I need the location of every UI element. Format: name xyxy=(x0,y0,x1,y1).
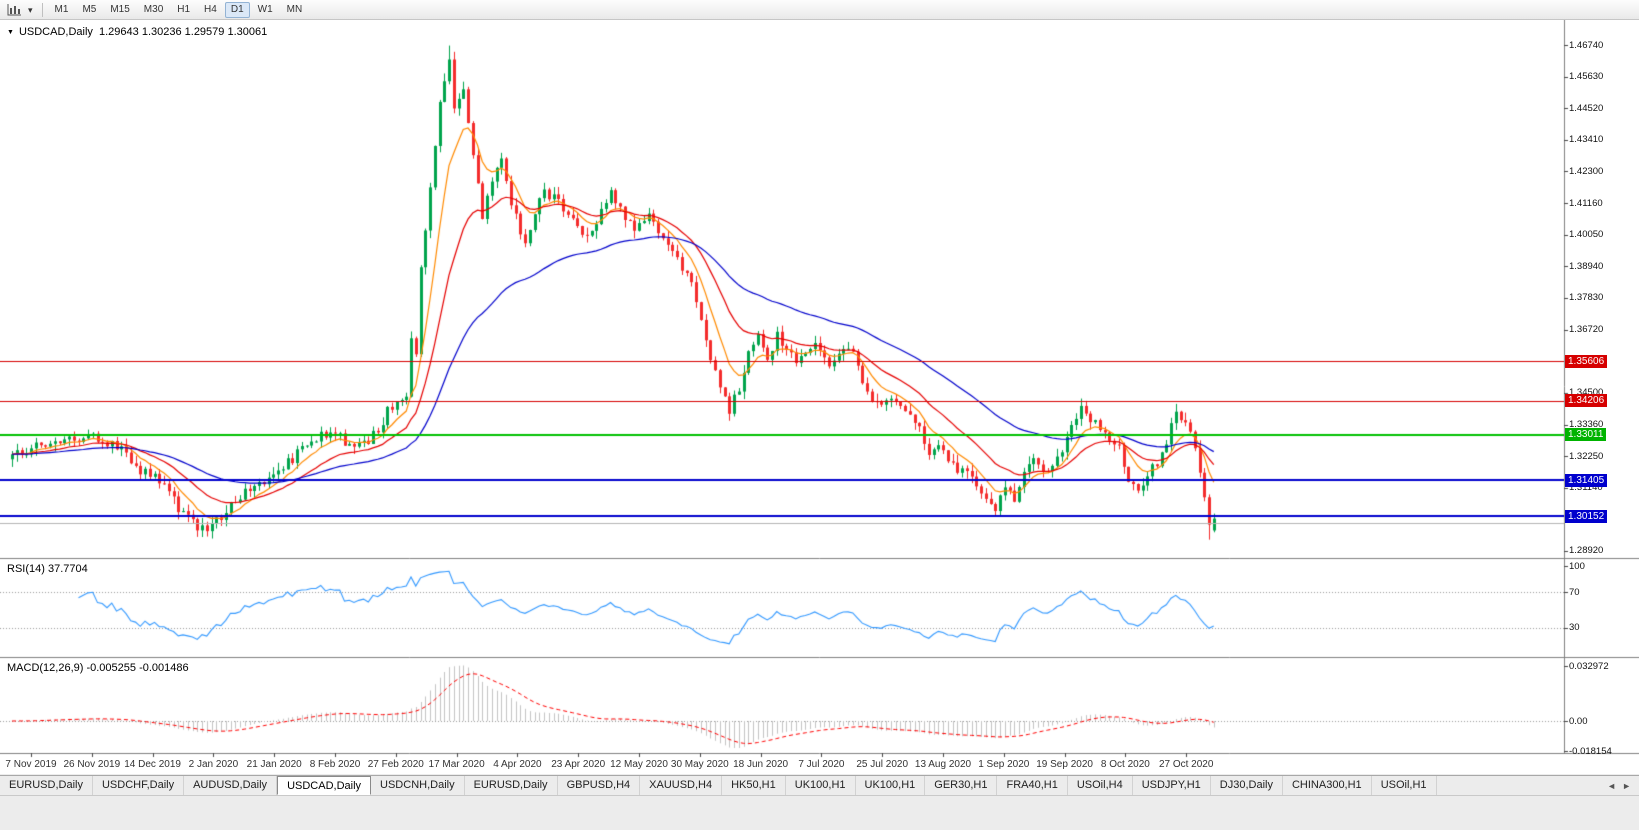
macd-label: MACD(12,26,9) -0.005255 -0.001486 xyxy=(7,662,189,674)
chart-region: ▼ USDCAD,Daily 1.29643 1.30236 1.29579 1… xyxy=(0,20,1639,774)
rsi-label: RSI(14) 37.7704 xyxy=(7,563,88,575)
price-tick-label: 1.46740 xyxy=(1569,39,1604,51)
date-tick-label: 12 May 2020 xyxy=(610,759,668,770)
date-tick-label: 14 Dec 2019 xyxy=(124,759,181,770)
date-tick-label: 21 Jan 2020 xyxy=(246,759,302,770)
date-tick-label: 4 Apr 2020 xyxy=(493,759,542,770)
chart-tab-eurusd-daily[interactable]: EURUSD,Daily xyxy=(464,776,558,795)
symbol-caret-icon: ▼ xyxy=(7,28,14,36)
timeframe-buttons-group: M1 M5 M15 M30 H1 H4 D1 W1 MN xyxy=(49,1,309,18)
date-tick-label: 8 Oct 2020 xyxy=(1100,759,1150,770)
price-tick-label: 1.31140 xyxy=(1569,482,1603,494)
chart-tab-audusd-daily[interactable]: AUDUSD,Daily xyxy=(184,776,278,795)
chart-tab-usdchf-daily[interactable]: USDCHF,Daily xyxy=(92,776,185,795)
price-tick-label: 1.33360 xyxy=(1569,419,1604,431)
chart-title: ▼ USDCAD,Daily 1.29643 1.30236 1.29579 1… xyxy=(7,26,267,38)
chart-tab-uk100-h1[interactable]: UK100,H1 xyxy=(785,776,856,795)
price-tick-label: 1.37830 xyxy=(1569,292,1604,304)
price-tick-label: 1.42300 xyxy=(1569,165,1604,177)
timeframe-button-m1[interactable]: M1 xyxy=(54,3,69,15)
date-tick-label: 25 Jul 2020 xyxy=(856,759,909,770)
price-tick-label: 1.45630 xyxy=(1569,71,1604,83)
chart-tab-eurusd-daily[interactable]: EURUSD,Daily xyxy=(0,776,93,795)
chart-tab-usdcnh-daily[interactable]: USDCNH,Daily xyxy=(371,776,465,795)
chart-tab-usoil-h1[interactable]: USOil,H1 xyxy=(1371,776,1437,795)
tabs-scroll-left-button[interactable]: ◄ xyxy=(1607,780,1617,791)
rsi-tick-label: 100 xyxy=(1569,560,1585,572)
price-level-badge: 1.33011 xyxy=(1565,428,1607,442)
mini-chart-icon xyxy=(7,3,21,15)
price-tick-label: 1.38940 xyxy=(1569,260,1604,272)
rsi-tick-label: 30 xyxy=(1569,622,1580,634)
chart-tab-ger30-h1[interactable]: GER30,H1 xyxy=(925,776,998,795)
date-tick-label: 8 Feb 2020 xyxy=(309,759,361,770)
date-tick-label: 19 Sep 2020 xyxy=(1036,759,1093,770)
timeframe-button-m30[interactable]: M30 xyxy=(143,3,164,15)
chart-tab-hk50-h1[interactable]: HK50,H1 xyxy=(722,776,786,795)
price-tick-label: 1.40050 xyxy=(1569,229,1604,241)
timeframe-button-m15[interactable]: M15 xyxy=(110,3,130,15)
date-tick-label: 26 Nov 2019 xyxy=(63,759,121,770)
chart-tab-dj30-daily[interactable]: DJ30,Daily xyxy=(1210,776,1283,795)
timeframe-button-mn[interactable]: MN xyxy=(286,3,303,15)
toolbar-separator xyxy=(41,2,43,17)
chart-tab-xauusd-h4[interactable]: XAUUSD,H4 xyxy=(640,776,723,795)
price-level-badge: 1.35606 xyxy=(1565,354,1608,368)
timeframe-button-h4[interactable]: H4 xyxy=(204,3,217,15)
price-tick-label: 1.43410 xyxy=(1569,134,1604,146)
timeframe-button-m5[interactable]: M5 xyxy=(82,3,97,15)
tab-scroll-controls: ◄ ► xyxy=(1599,776,1639,795)
chart-tab-usdjpy-h1[interactable]: USDJPY,H1 xyxy=(1132,776,1211,795)
chart-tab-bar: EURUSD,Daily USDCHF,Daily AUDUSD,Daily USDC… xyxy=(0,775,1639,796)
macd-tick-label: -0.018154 xyxy=(1569,745,1612,757)
date-tick-label: 23 Apr 2020 xyxy=(551,759,606,770)
chart-type-dropdown-caret-icon[interactable]: ▾ xyxy=(28,4,33,15)
chart-tab-usdcad-daily[interactable]: USDCAD,Daily xyxy=(277,776,372,795)
top-toolbar: ▾ M1 M5 M15 M30 H1 H4 D1 W1 MN xyxy=(0,0,1639,20)
timeframe-button-w1[interactable]: W1 xyxy=(257,3,273,15)
chart-tab-china300-h1[interactable]: CHINA300,H1 xyxy=(1282,776,1372,795)
chart-tab-gbpusd-h4[interactable]: GBPUSD,H4 xyxy=(557,776,641,795)
chart-window-icon[interactable] xyxy=(5,3,23,16)
price-tick-label: 1.32250 xyxy=(1569,450,1604,462)
timeframe-button-h1[interactable]: H1 xyxy=(177,3,191,15)
price-chart-canvas[interactable] xyxy=(0,20,1639,774)
macd-tick-label: 0.00 xyxy=(1569,715,1588,727)
price-tick-label: 1.44520 xyxy=(1569,102,1604,114)
macd-tick-label: 0.032972 xyxy=(1569,660,1609,672)
price-tick-label: 1.34500 xyxy=(1569,387,1604,399)
date-tick-label: 2 Jan 2020 xyxy=(188,759,239,770)
date-tick-label: 18 Jun 2020 xyxy=(733,759,789,770)
price-tick-label: 1.41160 xyxy=(1569,197,1603,209)
chart-tab-usoil-h4[interactable]: USOil,H4 xyxy=(1067,776,1133,795)
chart-tab-fra40-h1[interactable]: FRA40,H1 xyxy=(997,776,1068,795)
price-tick-label: 1.28920 xyxy=(1569,545,1604,557)
price-level-badge: 1.30152 xyxy=(1565,509,1608,523)
price-tick-label: 1.36720 xyxy=(1569,324,1604,336)
price-level-badge: 1.34206 xyxy=(1565,394,1608,408)
rsi-tick-label: 70 xyxy=(1569,586,1580,598)
date-tick-label: 27 Feb 2020 xyxy=(367,759,424,770)
date-tick-label: 30 May 2020 xyxy=(670,759,729,770)
date-tick-label: 7 Jul 2020 xyxy=(798,759,845,770)
date-tick-label: 13 Aug 2020 xyxy=(914,759,972,770)
chart-title-text: USDCAD,Daily 1.29643 1.30236 1.29579 1.3… xyxy=(18,26,268,38)
date-tick-label: 17 Mar 2020 xyxy=(428,759,485,770)
chart-tabs: EURUSD,Daily USDCHF,Daily AUDUSD,Daily USDC… xyxy=(0,776,1599,795)
chart-tab-uk100-h1[interactable]: UK100,H1 xyxy=(855,776,926,795)
price-level-badge: 1.31405 xyxy=(1565,473,1608,487)
tabs-scroll-right-button[interactable]: ► xyxy=(1622,780,1631,791)
date-tick-label: 7 Nov 2019 xyxy=(5,759,57,770)
timeframe-button-d1[interactable]: D1 xyxy=(224,1,250,18)
date-tick-label: 1 Sep 2020 xyxy=(978,759,1030,770)
date-tick-label: 27 Oct 2020 xyxy=(1158,759,1214,770)
